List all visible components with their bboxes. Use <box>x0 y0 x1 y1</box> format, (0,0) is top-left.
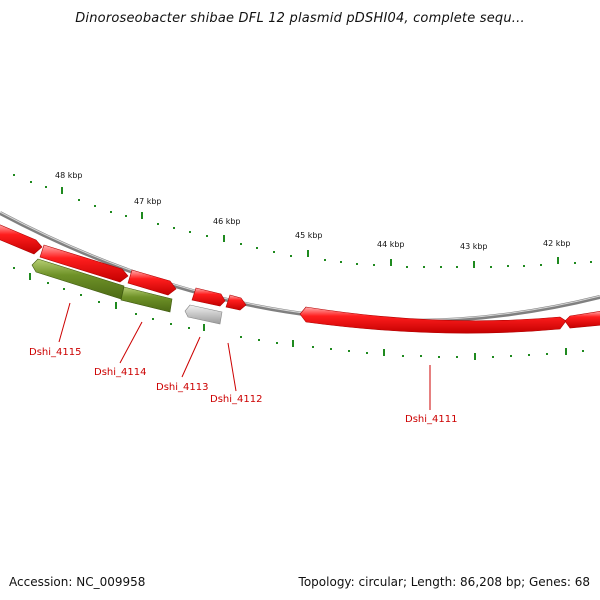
kbp-label: 47 kbp <box>134 197 162 206</box>
kbp-label: 45 kbp <box>295 231 323 240</box>
tick-48-kbp <box>61 187 63 194</box>
ruler-labels: 48 kbp 47 kbp 46 kbp 45 kbp 44 kbp 43 kb… <box>55 171 571 251</box>
gene-label-dshi-4112[interactable]: Dshi_4112 <box>210 394 262 405</box>
tick-43-kbp <box>473 261 475 268</box>
gene-leaders <box>58 302 431 410</box>
kbp-label: 44 kbp <box>377 240 405 249</box>
gene-label-dshi-4114[interactable]: Dshi_4114 <box>94 367 146 378</box>
kbp-label: 46 kbp <box>213 217 241 226</box>
reverse-strand-track <box>31 258 223 325</box>
outer-ruler-dots <box>13 174 592 268</box>
tick-45-kbp <box>307 250 309 257</box>
forward-strand-track <box>0 224 600 334</box>
kbp-label: 48 kbp <box>55 171 83 180</box>
kbp-label: 42 kbp <box>543 239 571 248</box>
gene-label-dshi-4111[interactable]: Dshi_4111 <box>405 414 457 425</box>
gene-label-dshi-4113[interactable]: Dshi_4113 <box>156 382 208 393</box>
gene-arrow-dshi-4111[interactable] <box>299 306 567 334</box>
gene-label-dshi-4115[interactable]: Dshi_4115 <box>29 347 81 358</box>
tick-47-kbp <box>141 212 143 219</box>
tick-42-kbp <box>557 257 559 264</box>
plasmid-backbone <box>0 211 600 323</box>
gene-arrow[interactable] <box>225 294 247 311</box>
gene-arrow[interactable] <box>564 311 600 329</box>
outer-major-ticks <box>61 187 559 268</box>
kbp-label: 43 kbp <box>460 242 488 251</box>
gene-arrow[interactable] <box>0 224 43 255</box>
gene-arrow[interactable] <box>127 269 177 296</box>
plasmid-backbone-highlight <box>0 211 600 321</box>
gene-labels: Dshi_4115 Dshi_4114 Dshi_4113 Dshi_4112 … <box>29 347 457 425</box>
tick-46-kbp <box>223 235 225 242</box>
inner-major-ticks <box>29 273 567 360</box>
gene-arrow-dshi-4113[interactable] <box>184 304 223 325</box>
tick-44-kbp <box>390 259 392 266</box>
inner-ruler-dots <box>13 267 584 358</box>
gene-arrow-dshi-4114[interactable] <box>120 286 173 313</box>
gene-arrow[interactable] <box>191 287 226 307</box>
sequence-summary: Topology: circular; Length: 86,208 bp; G… <box>298 575 590 589</box>
gene-arrow[interactable] <box>39 244 129 283</box>
accession-text: Accession: NC_009958 <box>9 575 146 589</box>
map-title: Dinoroseobacter shibae DFL 12 plasmid pD… <box>75 11 525 26</box>
gene-arrow-dshi-4115[interactable] <box>31 258 125 300</box>
